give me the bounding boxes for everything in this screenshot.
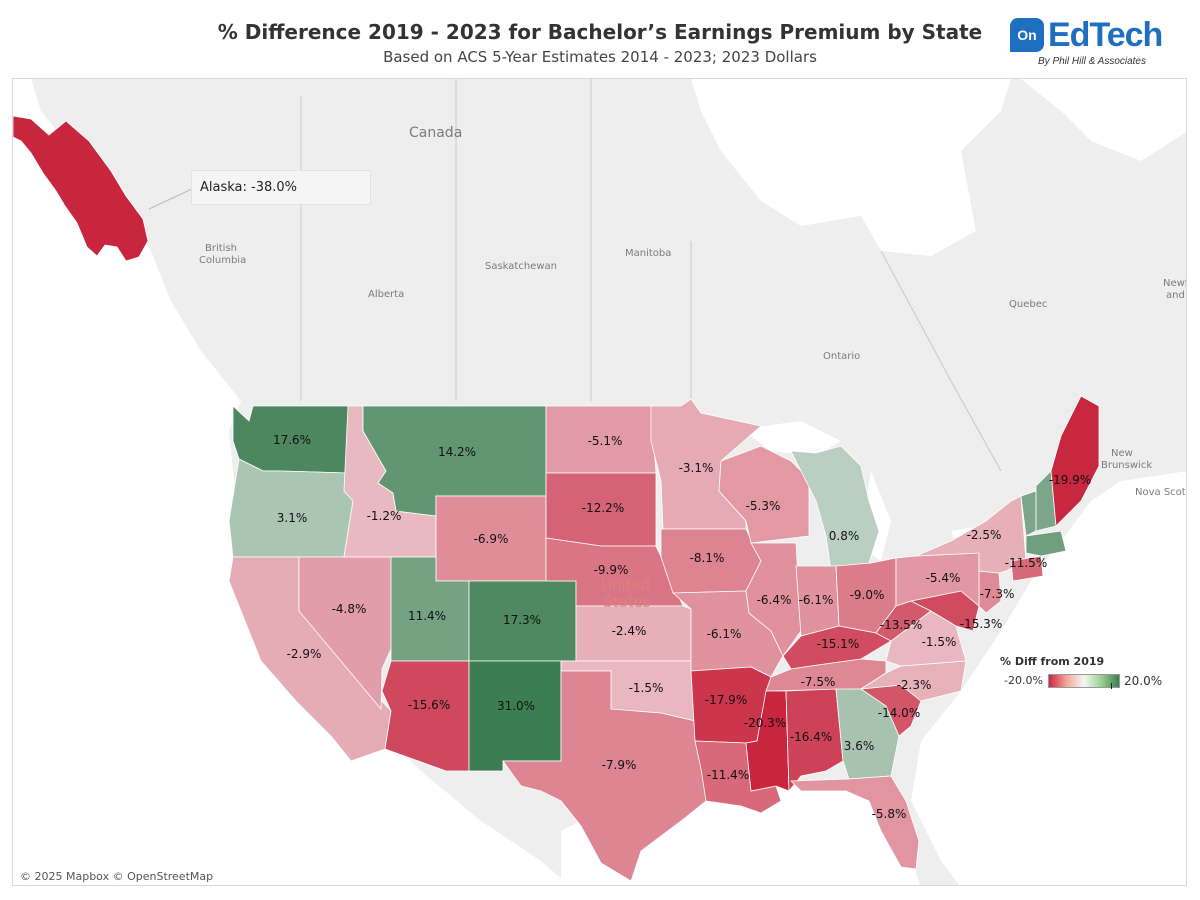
label-united-states-1: United	[601, 576, 650, 594]
value-label-nevada: -4.8%	[332, 602, 367, 616]
states-layer	[13, 115, 1100, 882]
label-alberta: Alberta	[368, 289, 404, 300]
value-label-ohio: -9.0%	[850, 588, 885, 602]
value-label-georgia: 3.6%	[844, 739, 875, 753]
label-ontario: Ontario	[823, 351, 860, 362]
value-label-louisiana: -11.4%	[707, 768, 749, 782]
value-label-west-virginia: -13.5%	[880, 618, 922, 632]
value-label-california: -2.9%	[287, 647, 322, 661]
value-label-new-mexico: 31.0%	[497, 699, 535, 713]
legend-max-label: 20.0%	[1124, 674, 1163, 688]
map-attribution[interactable]: © 2025 Mapbox © OpenStreetMap	[20, 870, 214, 883]
map-view[interactable]: Canada British Columbia Alberta Saskatch…	[12, 78, 1187, 886]
value-label-north-dakota: -5.1%	[588, 434, 623, 448]
alaska-tooltip: Alaska: -38.0%	[191, 170, 371, 205]
label-british-columbia-1: British	[205, 243, 237, 254]
value-label-missouri: -6.1%	[707, 627, 742, 641]
chart-title: % Difference 2019 - 2023 for Bachelor’s …	[217, 20, 983, 44]
state-new-mexico[interactable]	[468, 660, 562, 772]
value-label-nebraska: -9.9%	[594, 563, 629, 577]
logo-badge: On	[1010, 18, 1044, 52]
state-michigan[interactable]	[790, 445, 880, 572]
state-north-carolina[interactable]	[860, 660, 967, 702]
value-label-mississippi: -20.3%	[744, 716, 786, 730]
chart-subtitle: Based on ACS 5-Year Estimates 2014 - 202…	[383, 48, 817, 66]
edtech-logo[interactable]: On EdTech By Phil Hill & Associates	[1006, 16, 1166, 72]
state-massachusetts[interactable]	[1025, 530, 1067, 557]
label-manitoba: Manitoba	[625, 248, 671, 259]
label-nova-scotia: Nova Scoti	[1135, 487, 1187, 498]
value-label-maryland: -15.3%	[960, 617, 1002, 631]
value-label-north-carolina: -2.3%	[897, 678, 932, 692]
label-saskatchewan: Saskatchewan	[485, 261, 557, 272]
value-label-wyoming: -6.9%	[474, 532, 509, 546]
choropleth-map[interactable]: Canada British Columbia Alberta Saskatch…	[13, 79, 1187, 886]
value-label-washington: 17.6%	[273, 433, 311, 447]
province-borders	[300, 79, 1002, 472]
value-label-illinois: -6.4%	[757, 593, 792, 607]
state-texas[interactable]	[502, 670, 707, 882]
value-label-montana: 14.2%	[438, 445, 476, 459]
value-label-florida: -5.8%	[872, 807, 907, 821]
logo-byline: By Phil Hill & Associates	[1038, 56, 1146, 67]
value-label-maine: -19.9%	[1049, 473, 1091, 487]
color-legend: % Diff from 2019 -20.0% 20.0%	[1000, 655, 1170, 695]
label-new-brunswick-2: Brunswick	[1101, 460, 1152, 471]
value-label-arkansas: -17.9%	[705, 693, 747, 707]
label-canada: Canada	[409, 125, 462, 141]
value-label-indiana: -6.1%	[799, 593, 834, 607]
state-value-labels: 17.6% 3.1% -2.9% -1.2% -4.8% 14.2% -6.9% 11.4% 1…	[273, 433, 1091, 821]
value-label-oklahoma: -1.5%	[629, 681, 664, 695]
state-oregon[interactable]	[228, 458, 354, 558]
value-label-utah: 11.4%	[408, 609, 446, 623]
value-label-virginia: -1.5%	[922, 635, 957, 649]
label-united-states-2: States	[603, 593, 651, 611]
legend-title: % Diff from 2019	[1000, 655, 1105, 668]
legend-min-label: -20.0%	[1004, 674, 1043, 687]
legend-gradient-bar	[1048, 674, 1120, 688]
lake-superior	[741, 421, 841, 456]
legend-row: -20.0% 20.0%	[1000, 671, 1170, 689]
value-label-idaho: -1.2%	[367, 509, 402, 523]
value-label-michigan: 0.8%	[829, 529, 860, 543]
tooltip-leader-line	[148, 188, 193, 210]
value-label-oregon: 3.1%	[277, 511, 308, 525]
label-new-brunswick-1: New	[1111, 448, 1133, 459]
value-label-connecticut: -11.5%	[1005, 556, 1047, 570]
value-label-iowa: -8.1%	[690, 551, 725, 565]
value-label-minnesota: -3.1%	[679, 461, 714, 475]
value-label-pennsylvania: -5.4%	[926, 571, 961, 585]
value-label-kansas: -2.4%	[612, 624, 647, 638]
hudson-bay	[691, 79, 1011, 256]
value-label-new-jersey: -7.3%	[980, 587, 1015, 601]
value-label-south-dakota: -12.2%	[582, 501, 624, 515]
northern-water	[1021, 79, 1186, 161]
value-label-alabama: -16.4%	[790, 730, 832, 744]
value-label-tennessee: -7.5%	[801, 675, 836, 689]
label-quebec: Quebec	[1009, 299, 1047, 310]
state-florida[interactable]	[790, 775, 920, 870]
legend-tick	[1111, 683, 1112, 689]
label-newf-1: Newf	[1163, 278, 1187, 289]
value-label-wisconsin: -5.3%	[746, 499, 781, 513]
logo-wordmark: EdTech	[1048, 16, 1163, 54]
value-label-colorado: 17.3%	[503, 613, 541, 627]
label-british-columbia-2: Columbia	[199, 255, 246, 266]
state-wisconsin[interactable]	[718, 445, 810, 544]
label-newf-2: and	[1166, 290, 1185, 301]
state-maine[interactable]	[1050, 395, 1100, 527]
state-alaska[interactable]	[13, 115, 149, 262]
pacific-ocean	[13, 79, 569, 885]
state-connecticut[interactable]	[1010, 555, 1044, 582]
value-label-arizona: -15.6%	[408, 698, 450, 712]
value-label-new-york: -2.5%	[967, 528, 1002, 542]
value-label-south-carolina: -14.0%	[878, 706, 920, 720]
value-label-kentucky: -15.1%	[817, 637, 859, 651]
value-label-texas: -7.9%	[602, 758, 637, 772]
